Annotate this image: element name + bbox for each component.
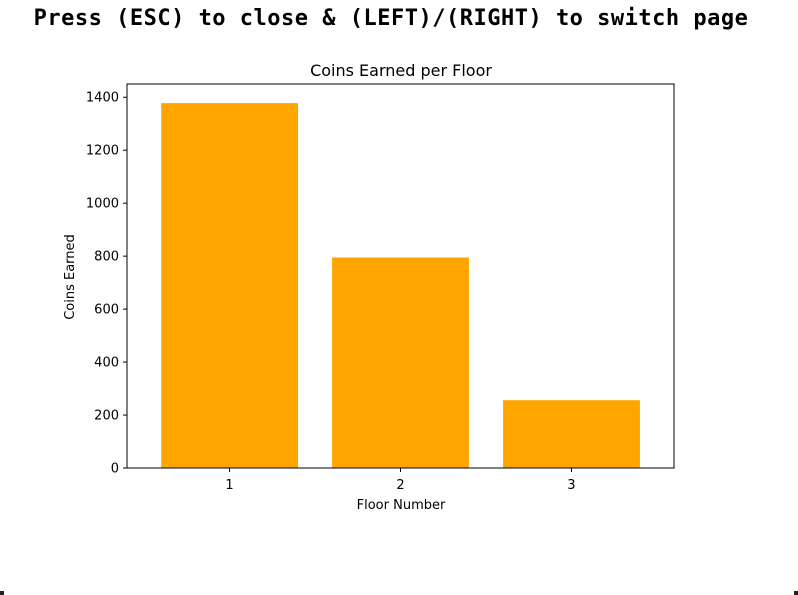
corner-mark-left	[0, 591, 4, 595]
x-tick-label: 2	[396, 478, 404, 493]
y-tick-label: 1400	[86, 91, 119, 106]
y-tick-label: 1000	[86, 197, 119, 212]
y-axis-label: Coins Earned	[63, 234, 78, 320]
axes-layer: 0 200 400 600 800 1000 1200 1400 1 2 3	[86, 83, 675, 493]
y-tick-label: 600	[94, 303, 119, 318]
x-axis-label: Floor Number	[357, 498, 446, 513]
x-tick-label: 3	[567, 478, 575, 493]
bar-floor-3	[503, 400, 640, 468]
y-tick-label: 800	[94, 250, 119, 265]
bar-floor-2	[332, 257, 469, 468]
y-tick-label: 0	[111, 462, 119, 477]
instruction-text: Press (ESC) to close & (LEFT)/(RIGHT) to…	[33, 6, 749, 31]
corner-mark-right	[794, 591, 798, 595]
y-tick-label: 200	[94, 409, 119, 424]
bars-layer	[161, 103, 640, 468]
bar-floor-1	[161, 103, 298, 468]
y-tick-label: 1200	[86, 144, 119, 159]
chart-title: Coins Earned per Floor	[310, 61, 492, 80]
x-tick-label: 1	[225, 478, 233, 493]
y-tick-label: 400	[94, 356, 119, 371]
